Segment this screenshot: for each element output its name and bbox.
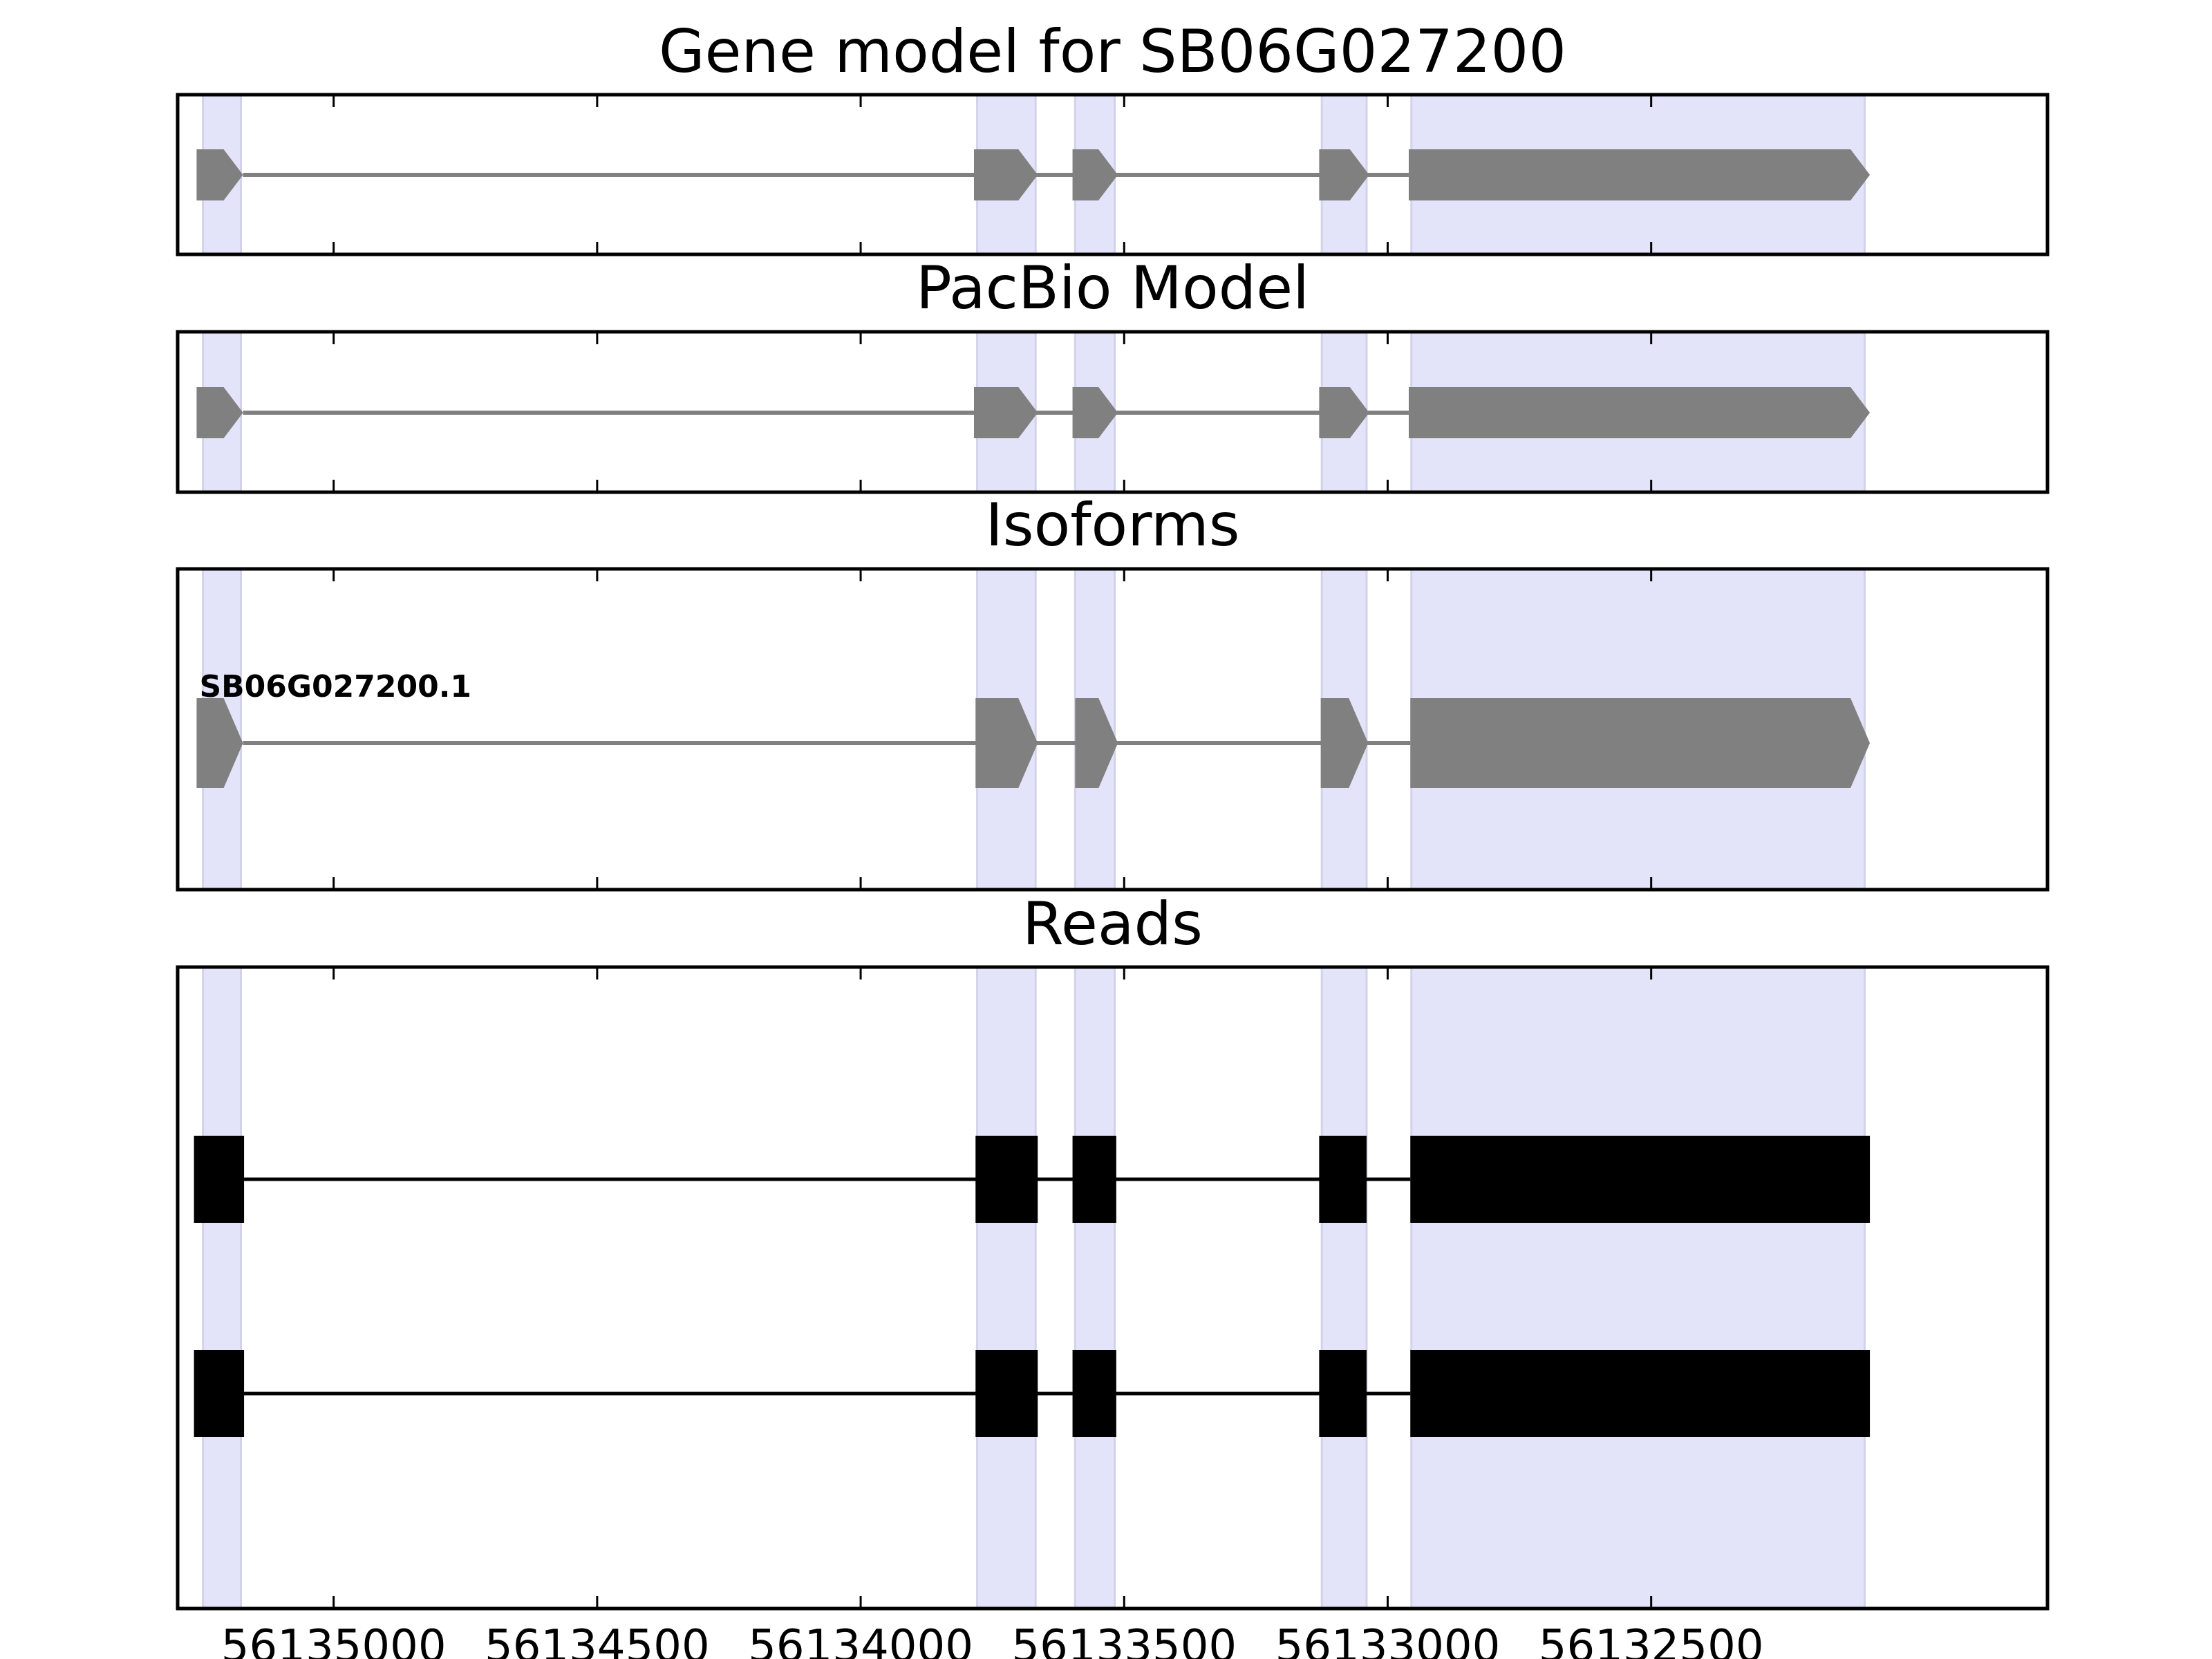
exon-arrow [973,387,1038,438]
read-exon-block [194,1136,245,1223]
read-exon-block [1319,1136,1367,1223]
x-tick-label: 56135000 [221,1621,447,1659]
panel-title: Gene model for SB06G027200 [659,17,1566,86]
exon-arrow [975,698,1038,788]
panel-1: Gene model for SB06G027200 [176,17,2050,256]
exon-arrow [1319,387,1369,438]
exon-highlight-band [976,966,1037,1610]
exon-highlight-band [1320,966,1368,1610]
exon-highlight-band [202,966,242,1610]
panel-title: Reads [1022,890,1203,959]
panel-frame [176,330,2050,494]
exon-arrow [1072,149,1118,200]
panel-title: PacBio Model [916,254,1309,323]
exon-arrow [973,149,1038,200]
panel-title: Isoforms [985,491,1239,560]
panel-2: PacBio Model [176,254,2050,494]
x-tick-label: 56134500 [485,1621,710,1659]
exon-arrow [1408,149,1871,200]
read-exon-block [194,1350,245,1437]
x-tick-label: 56133000 [1275,1621,1501,1659]
exon-arrow [1410,698,1871,788]
x-tick-label: 56134000 [748,1621,973,1659]
x-tick-label: 56133500 [1011,1621,1237,1659]
isoform-label: SB06G027200.1 [199,669,471,704]
exon-highlight-band [1074,966,1116,1610]
read-exon-block [1410,1136,1871,1223]
exon-arrow [1075,698,1118,788]
exon-arrow [1408,387,1871,438]
read-exon-block [975,1136,1038,1223]
exon-arrow [196,387,243,438]
exon-arrow [196,149,243,200]
panel-frame [176,93,2050,256]
panel-frame [176,567,2050,892]
exon-arrow [1072,387,1118,438]
read-exon-block [1072,1350,1116,1437]
panel-3: Isoforms SB06G027200.1 [176,491,2050,892]
x-tick-label: 56132500 [1539,1621,1764,1659]
exon-highlight-band [1410,966,1866,1610]
read-exon-block [975,1350,1038,1437]
exon-arrow [196,698,243,788]
exon-arrow [1319,149,1369,200]
read-exon-block [1410,1350,1871,1437]
panel-frame [176,965,2050,1611]
panel-4: Reads [176,890,2050,1611]
read-exon-block [1319,1350,1367,1437]
read-exon-block [1072,1136,1116,1223]
exon-arrow [1320,698,1369,788]
